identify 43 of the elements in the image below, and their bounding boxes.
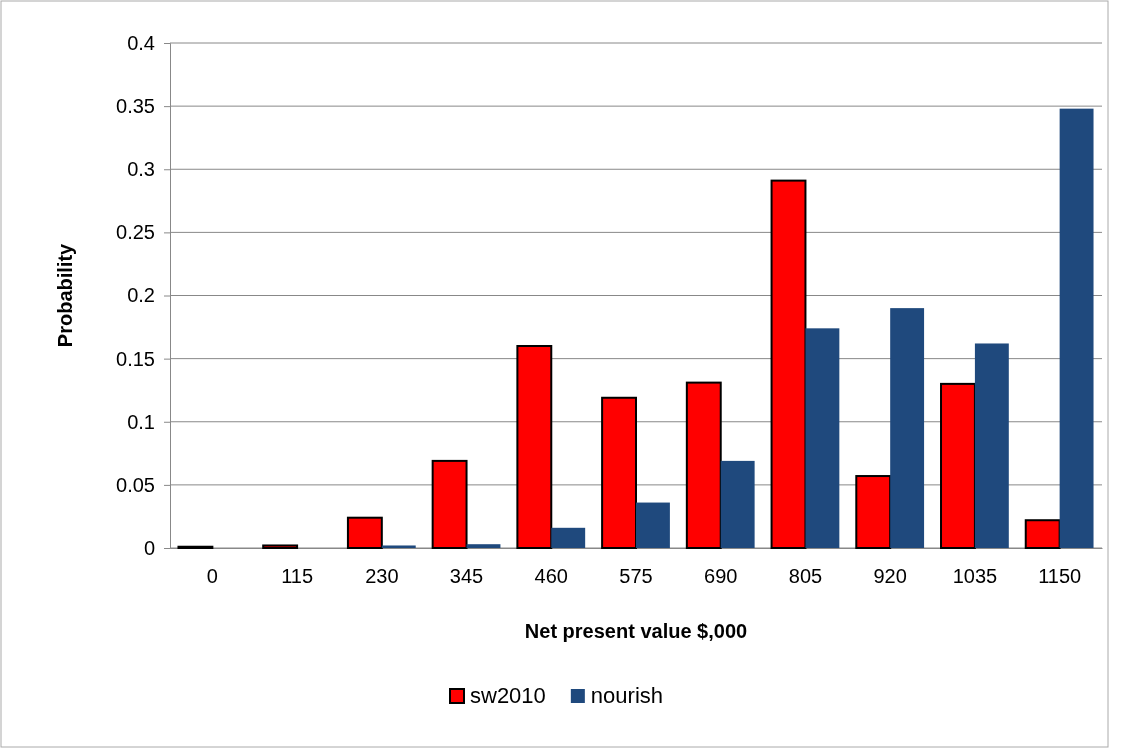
bar xyxy=(940,382,976,549)
bar xyxy=(346,516,383,549)
bar xyxy=(1024,519,1061,549)
y-tick-label: 0.2 xyxy=(127,284,155,307)
x-tick-label: 460 xyxy=(534,565,568,587)
x-tick-label: 1150 xyxy=(1038,565,1082,587)
bar xyxy=(466,544,501,548)
x-tick-label: 575 xyxy=(619,565,653,587)
x-tick-label: 115 xyxy=(281,565,314,587)
y-tick-label: 0.15 xyxy=(116,347,155,370)
x-tick-label: 345 xyxy=(449,565,484,587)
legend-label: sw2010 xyxy=(470,683,546,708)
y-tick-label: 0.05 xyxy=(116,473,155,496)
bar xyxy=(381,545,416,548)
bar xyxy=(685,381,722,549)
bar xyxy=(770,179,807,549)
x-tick-label: 1035 xyxy=(952,565,998,587)
bar xyxy=(551,527,586,548)
y-axis-title: Probability xyxy=(54,242,76,348)
y-tick-label: 0.25 xyxy=(116,221,155,244)
y-tick-label: 0.35 xyxy=(116,95,155,118)
x-tick-label: 0 xyxy=(206,565,218,587)
x-tick-label: 230 xyxy=(365,565,399,587)
bar xyxy=(431,459,468,549)
x-tick-label: 805 xyxy=(788,565,823,587)
x-tick-label: 690 xyxy=(704,565,738,587)
bar xyxy=(855,475,892,549)
bar xyxy=(974,343,1009,548)
legend-label: nourish xyxy=(590,683,663,708)
bar xyxy=(805,328,840,548)
bar xyxy=(601,396,637,549)
bar xyxy=(720,460,755,548)
y-tick-label: 0.1 xyxy=(127,410,155,433)
y-tick-label: 0.4 xyxy=(127,31,155,54)
y-tick-label: 0.3 xyxy=(127,158,155,181)
y-tick-label: 0 xyxy=(143,536,155,559)
x-axis-title: Net present value $,000 xyxy=(524,620,748,642)
bar xyxy=(1059,108,1094,548)
x-tick-label: 920 xyxy=(873,565,907,587)
bar xyxy=(516,345,553,549)
bar xyxy=(890,308,925,548)
bar xyxy=(262,544,299,549)
bar xyxy=(636,502,670,548)
